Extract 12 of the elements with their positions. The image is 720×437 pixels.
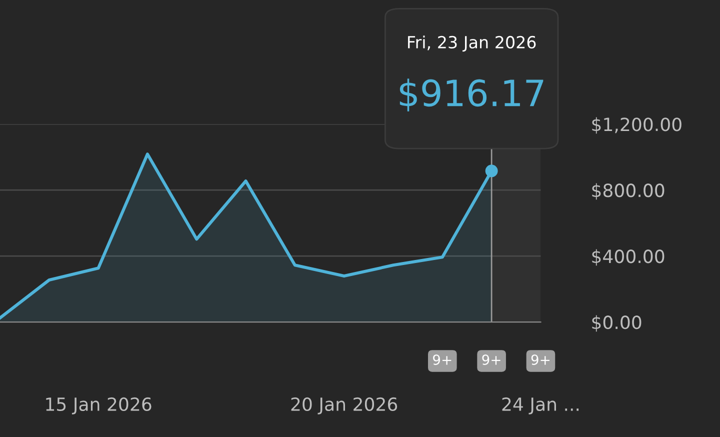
x-tick-label: 20 Jan 2026 [291, 397, 398, 414]
y-tick-label: $0.00 [592, 315, 642, 332]
text: 9+ [482, 354, 500, 365]
y-tick-label: $800.00 [592, 183, 664, 200]
x-tick-label: 24 Jan ... [502, 397, 579, 414]
text: Fri, 23 Jan 2026 [408, 36, 536, 52]
text: 9+ [531, 354, 550, 365]
x-tick-label: 15 Jan 2026 [46, 397, 152, 414]
y-tick-label: $1,200.00 [592, 117, 682, 134]
y-tick-label: $400.00 [592, 249, 664, 266]
text: $916.17 [400, 78, 544, 112]
text: 9+ [433, 354, 452, 365]
